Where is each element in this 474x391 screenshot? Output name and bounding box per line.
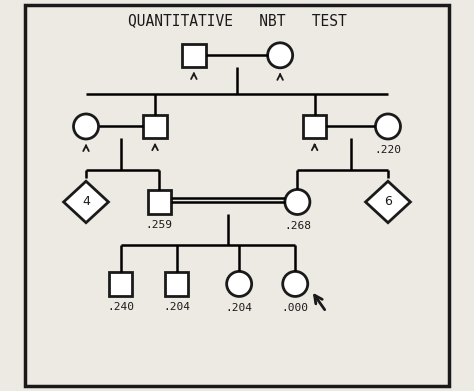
Bar (165, 272, 188, 296)
Text: QUANTITATIVE   NBT   TEST: QUANTITATIVE NBT TEST (128, 13, 346, 28)
Circle shape (285, 190, 310, 215)
Text: .259: .259 (146, 220, 173, 230)
Text: .240: .240 (107, 302, 134, 312)
Text: .000: .000 (282, 303, 309, 313)
Text: .204: .204 (226, 303, 253, 313)
Bar (144, 115, 167, 138)
Bar (303, 115, 326, 138)
Text: 4: 4 (82, 196, 90, 208)
Text: .268: .268 (284, 221, 311, 231)
Circle shape (283, 271, 308, 296)
Circle shape (73, 114, 99, 139)
Polygon shape (365, 181, 410, 223)
Circle shape (227, 271, 252, 296)
Text: .220: .220 (374, 145, 401, 156)
Text: 6: 6 (384, 196, 392, 208)
Bar (148, 190, 171, 213)
Text: .204: .204 (163, 302, 190, 312)
Circle shape (375, 114, 401, 139)
Bar (109, 272, 132, 296)
Circle shape (268, 43, 292, 68)
Polygon shape (64, 181, 109, 223)
Bar (182, 44, 206, 67)
